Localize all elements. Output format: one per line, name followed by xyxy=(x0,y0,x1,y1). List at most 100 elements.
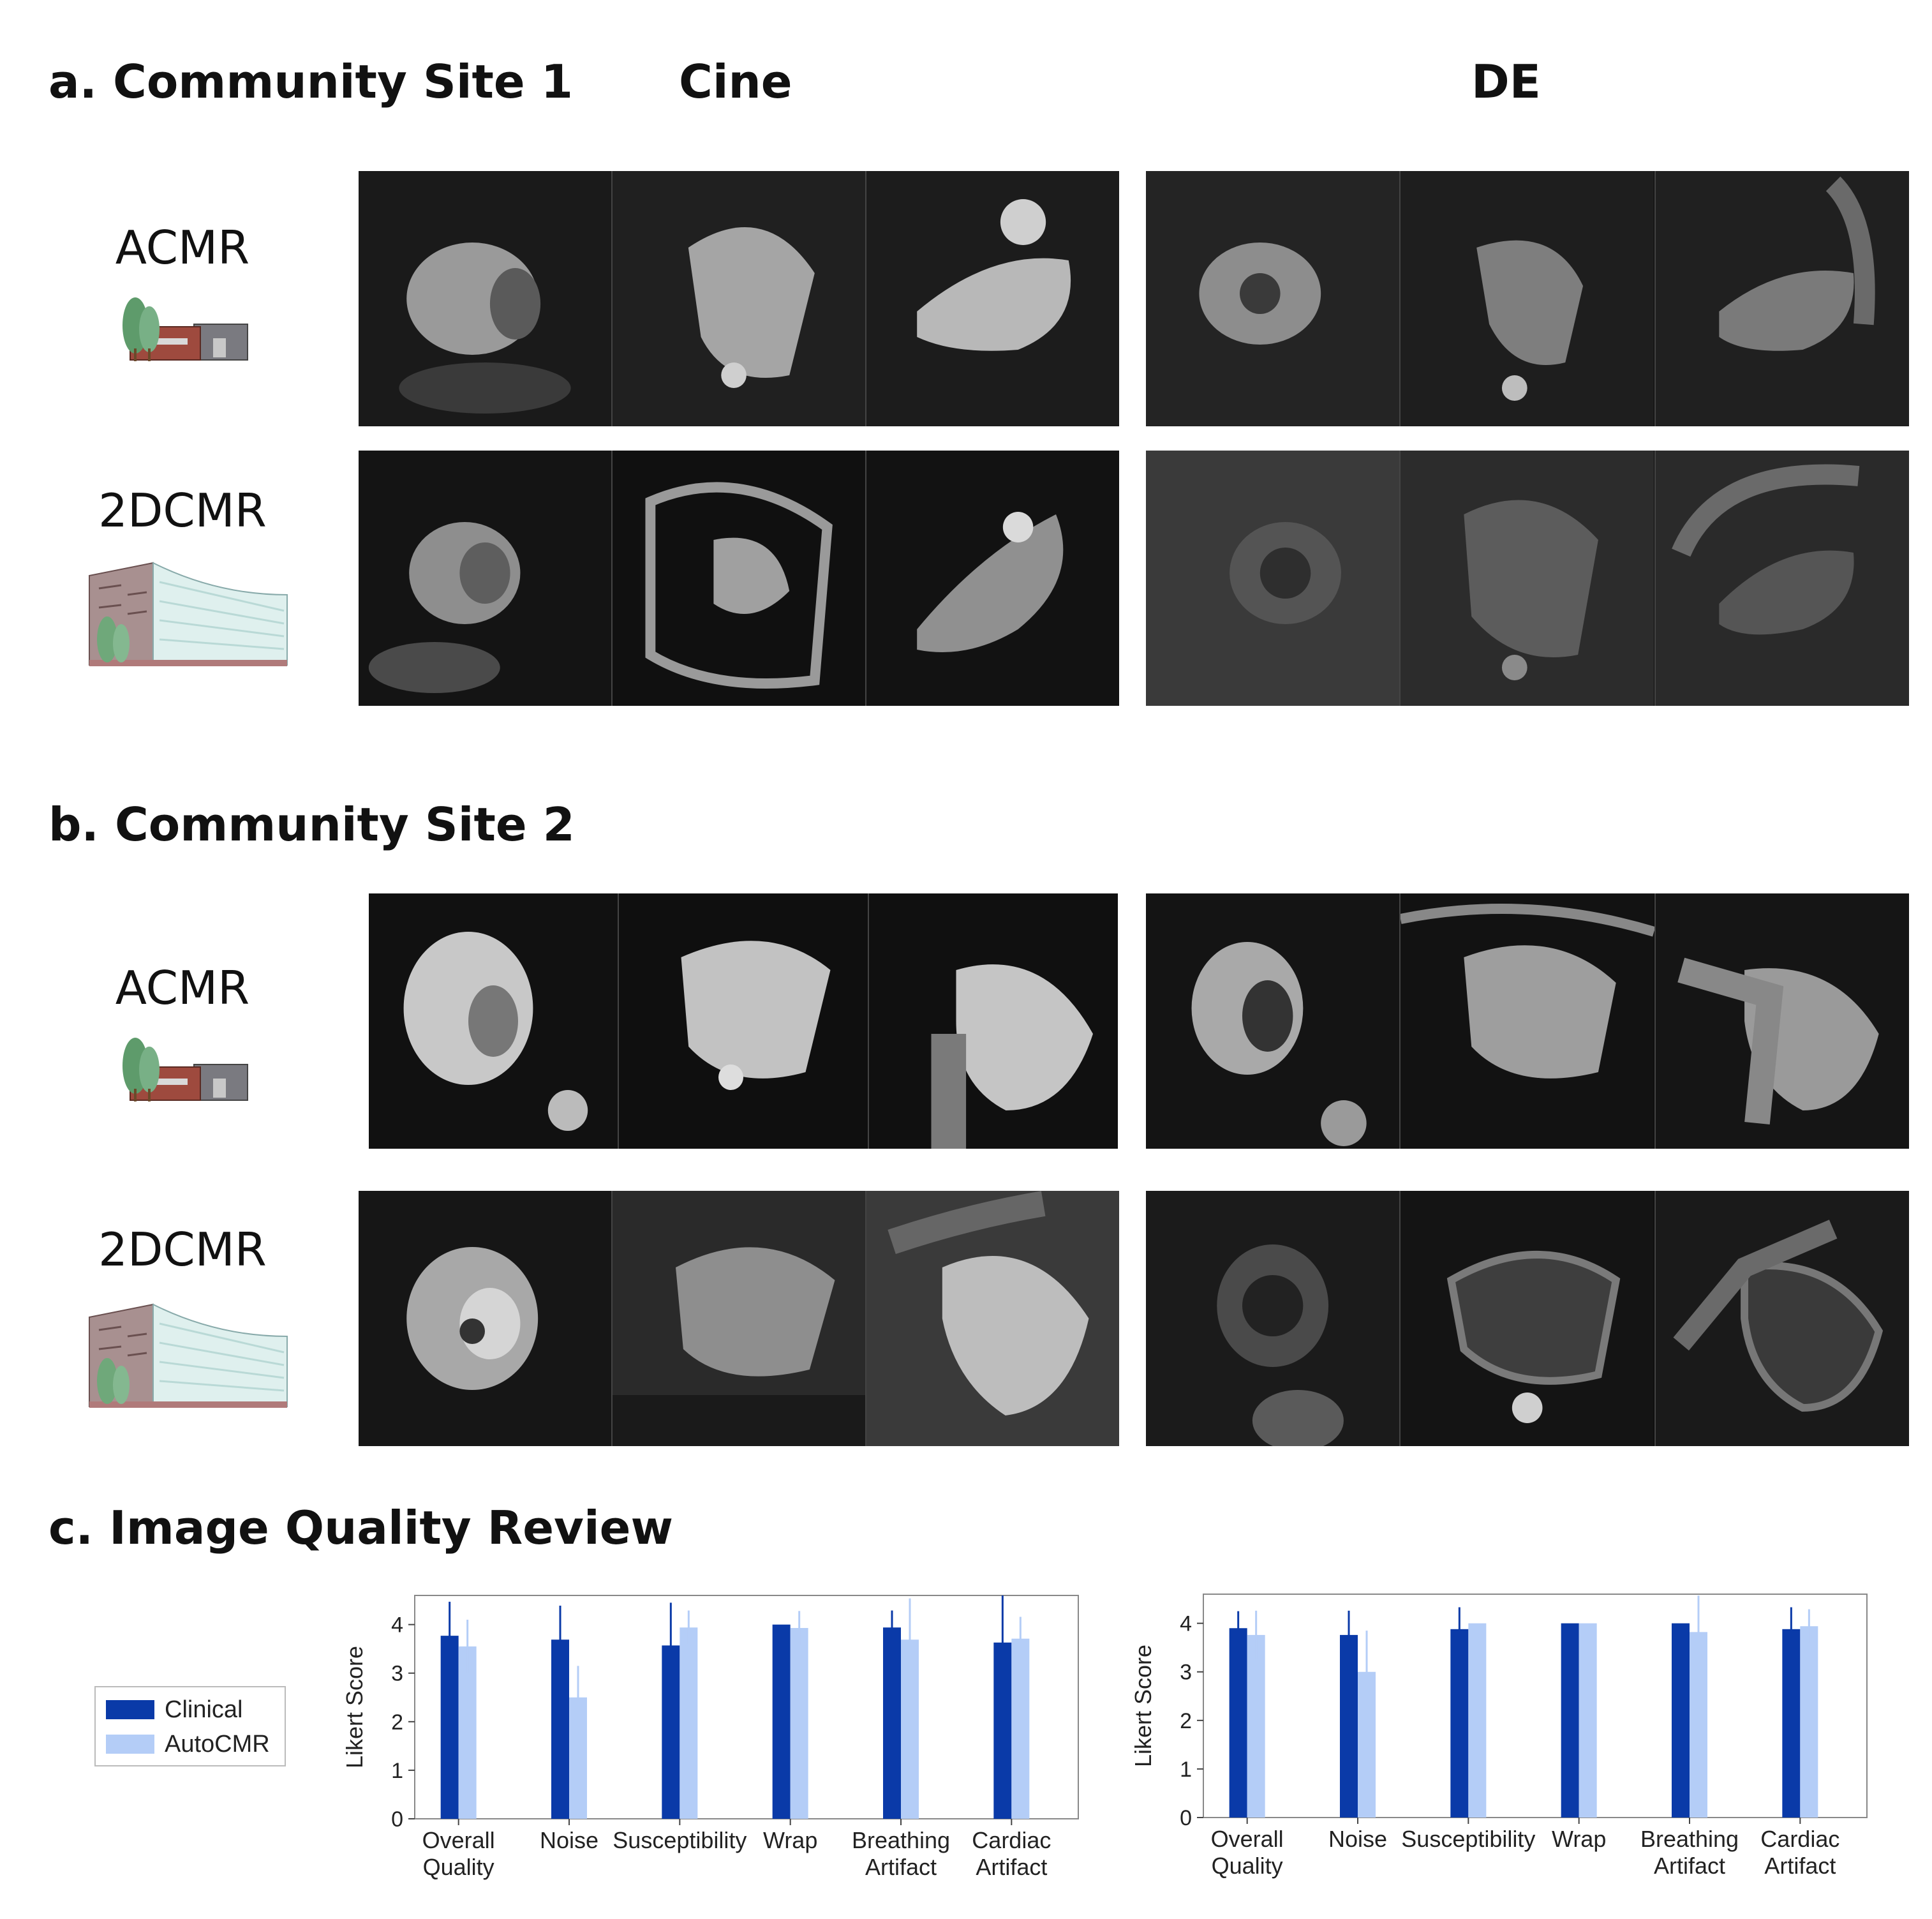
mri-four-chamber-image xyxy=(619,893,869,1149)
site2-2dcmr-cine-images xyxy=(359,1191,1119,1446)
site1-acmr-de-images xyxy=(1146,171,1909,426)
x-tick-label: Cardiac xyxy=(972,1827,1051,1853)
mri-two-chamber-image xyxy=(1655,893,1909,1149)
mri-four-chamber-image xyxy=(613,1191,866,1446)
bar-autocmr xyxy=(1468,1623,1487,1818)
y-axis-label: Likert Score xyxy=(1130,1645,1156,1767)
likert-score-chart-site-1: 0 1 2 3 4 Likert Score Overall Quality Noise Susc… xyxy=(332,1583,1097,1889)
bar-clinical xyxy=(1782,1629,1801,1818)
mri-four-chamber-image xyxy=(1401,893,1656,1149)
mri-short-axis-image xyxy=(359,171,613,426)
y-tick-label: 4 xyxy=(1180,1612,1192,1636)
x-tick-label: Noise xyxy=(1328,1826,1387,1852)
mri-short-axis-image xyxy=(1146,1191,1401,1446)
y-tick-label: 1 xyxy=(1180,1758,1192,1782)
bar-clinical xyxy=(1450,1629,1469,1818)
mri-three-chamber-image xyxy=(1655,451,1909,706)
legend-swatch-autocmr xyxy=(106,1735,154,1754)
y-tick-label: 1 xyxy=(391,1759,403,1783)
bar-autocmr xyxy=(1800,1626,1818,1818)
y-tick-label: 3 xyxy=(1180,1661,1192,1685)
x-tick-label: Quality xyxy=(1212,1853,1283,1879)
mri-four-chamber-image xyxy=(1401,171,1656,426)
y-axis-label: Likert Score xyxy=(341,1646,368,1768)
mri-three-chamber-image xyxy=(1655,171,1909,426)
mri-four-chamber-image xyxy=(1401,451,1656,706)
y-tick-label: 4 xyxy=(391,1613,403,1638)
legend-label-clinical: Clinical xyxy=(165,1696,243,1723)
mri-short-axis-image xyxy=(1146,171,1401,426)
site2-acmr-de-images xyxy=(1146,893,1909,1149)
mri-short-axis-image xyxy=(359,451,613,706)
bar-autocmr xyxy=(790,1627,808,1819)
y-tick-label: 2 xyxy=(1180,1709,1192,1733)
heading-community-site-2: b. Community Site 2 xyxy=(48,798,575,851)
legend-swatch-clinical xyxy=(106,1700,154,1719)
x-tick-label: Susceptibility xyxy=(1401,1826,1535,1852)
column-heading-de: DE xyxy=(1471,55,1541,108)
plot-area xyxy=(414,1595,1079,1819)
mri-short-axis-image xyxy=(369,893,619,1149)
small-clinic-building-icon xyxy=(117,287,251,364)
x-tick-label: Wrap xyxy=(1552,1826,1606,1852)
x-tick-label: Susceptibility xyxy=(613,1827,747,1853)
bar-autocmr xyxy=(1247,1634,1265,1818)
x-tick-label: Artifact xyxy=(1654,1853,1725,1879)
row-label-acmr: ACMR xyxy=(115,221,250,274)
site1-2dcmr-cine-images xyxy=(359,451,1119,706)
site2-2dcmr-de-images xyxy=(1146,1191,1909,1446)
y-tick-label: 3 xyxy=(391,1662,403,1686)
bar-clinical xyxy=(1340,1634,1358,1818)
heading-image-quality-review: c. Image Quality Review xyxy=(48,1501,673,1555)
mri-three-chamber-image xyxy=(866,171,1119,426)
mri-four-chamber-image xyxy=(1401,1191,1656,1446)
mri-short-axis-image xyxy=(1146,451,1401,706)
bar-clinical xyxy=(772,1624,791,1819)
x-tick-label: Breathing xyxy=(852,1827,950,1853)
bar-autocmr xyxy=(1011,1638,1030,1819)
bar-autocmr xyxy=(680,1627,698,1819)
likert-score-chart-site-2: 0 1 2 3 4 Likert Score Overall Quality Noise Susc… xyxy=(1120,1581,1886,1888)
y-tick-label: 0 xyxy=(391,1807,403,1832)
mri-three-chamber-image xyxy=(866,451,1119,706)
x-tick-label: Cardiac xyxy=(1760,1826,1839,1852)
large-hospital-building-icon xyxy=(77,550,294,669)
bar-autocmr xyxy=(1579,1623,1597,1818)
heading-community-site-1: a. Community Site 1 xyxy=(48,55,573,108)
x-tick-label: Quality xyxy=(423,1854,494,1880)
mri-short-axis-image xyxy=(359,1191,613,1446)
x-tick-label: Artifact xyxy=(865,1854,937,1880)
chart-legend: Clinical AutoCMR xyxy=(94,1686,286,1766)
mri-two-chamber-image xyxy=(866,1191,1119,1446)
y-tick-label: 2 xyxy=(391,1710,403,1735)
x-tick-label: Artifact xyxy=(1764,1853,1836,1879)
site2-acmr-cine-images xyxy=(369,893,1118,1149)
x-tick-label: Overall xyxy=(422,1827,495,1853)
bar-autocmr xyxy=(458,1646,477,1819)
mri-two-chamber-image xyxy=(1655,1191,1909,1446)
bar-clinical xyxy=(1561,1623,1579,1818)
mri-two-chamber-image xyxy=(869,893,1118,1149)
site1-acmr-cine-images xyxy=(359,171,1119,426)
x-tick-label: Wrap xyxy=(763,1827,817,1853)
column-heading-cine: Cine xyxy=(679,55,792,108)
x-tick-label: Noise xyxy=(540,1827,598,1853)
x-tick-label: Artifact xyxy=(976,1854,1047,1880)
bar-clinical xyxy=(883,1627,901,1819)
row-label-2dcmr: 2DCMR xyxy=(98,484,267,537)
small-clinic-building-icon xyxy=(117,1027,251,1104)
bar-clinical xyxy=(1672,1623,1690,1818)
mri-short-axis-image xyxy=(1146,893,1401,1149)
row-label-2dcmr: 2DCMR xyxy=(98,1223,267,1276)
legend-label-autocmr: AutoCMR xyxy=(165,1731,270,1758)
bar-clinical xyxy=(1229,1628,1247,1818)
site1-2dcmr-de-images xyxy=(1146,451,1909,706)
mri-four-chamber-image xyxy=(613,171,866,426)
x-tick-label: Overall xyxy=(1211,1826,1284,1852)
x-tick-label: Breathing xyxy=(1640,1826,1739,1852)
mri-four-chamber-image xyxy=(613,451,866,706)
y-tick-label: 0 xyxy=(1180,1806,1192,1830)
row-label-acmr: ACMR xyxy=(115,961,250,1015)
plot-area xyxy=(1203,1594,1868,1818)
